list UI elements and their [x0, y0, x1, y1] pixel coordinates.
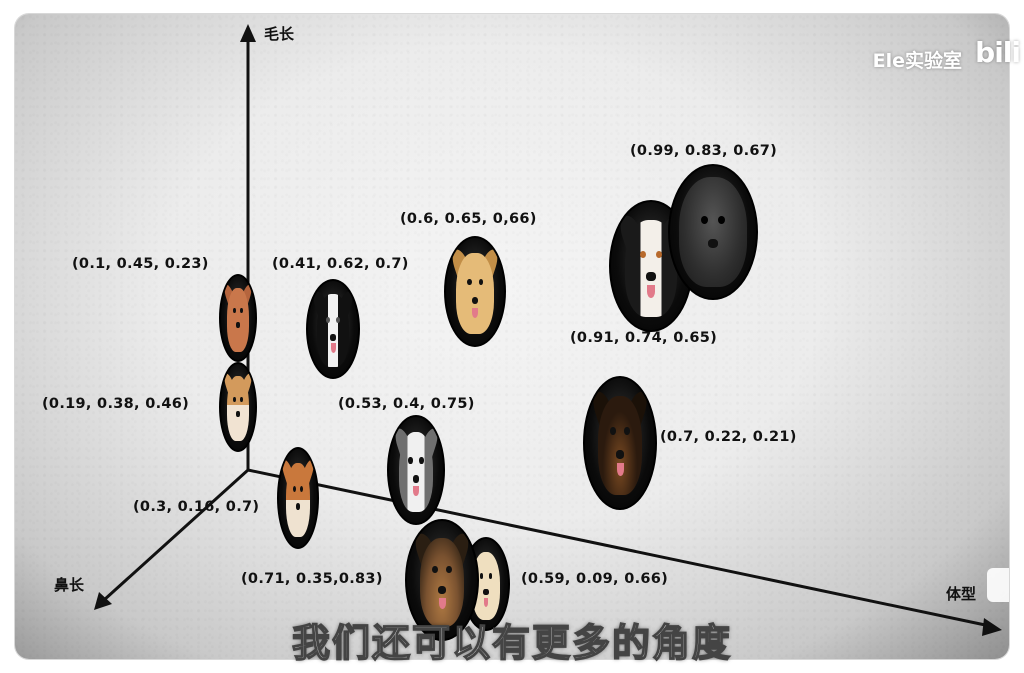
husky-icon: [387, 415, 445, 525]
border-collie-icon: [306, 279, 360, 379]
shiba-inu-icon: [277, 447, 319, 549]
side-panel-tab-icon[interactable]: [987, 568, 1009, 602]
dog-coordinate-label: (0.71, 0.35,0.83): [241, 571, 383, 587]
depth-axis-label: 鼻长: [54, 576, 85, 594]
dog-coordinate-label: (0.3, 0.16, 0.7): [133, 499, 260, 515]
dog-coordinate-label: (0.99, 0.83, 0.67): [630, 143, 778, 159]
dog-coordinate-label: (0.59, 0.09, 0.66): [521, 571, 669, 587]
golden-retriever-icon: [444, 236, 506, 347]
poodle-icon: [219, 274, 257, 362]
dog-coordinate-label: (0.7, 0.22, 0.21): [660, 429, 797, 445]
vertical-axis-label: 毛长: [264, 25, 295, 43]
horizontal-axis-label: 体型: [946, 585, 977, 603]
tibetan-mastiff-icon: [668, 164, 758, 300]
german-shepherd-icon: [405, 519, 479, 641]
dog-coordinate-label: (0.6, 0.65, 0,66): [400, 211, 537, 227]
bilibili-logo: bili: [975, 36, 1021, 69]
dog-coordinate-label: (0.41, 0.62, 0.7): [272, 256, 409, 272]
horizontal-axis-line: [247, 468, 991, 628]
dog-coordinate-label: (0.91, 0.74, 0.65): [570, 330, 718, 346]
vertical-axis-arrow: [240, 24, 256, 42]
dog-coordinate-label: (0.53, 0.4, 0.75): [338, 396, 475, 412]
paper-texture: [15, 14, 1009, 659]
depth-axis-arrow: [94, 592, 112, 610]
channel-watermark: Ele实验室: [872, 50, 962, 72]
corgi-icon: [219, 362, 257, 452]
dog-coordinate-label: (0.19, 0.38, 0.46): [42, 396, 190, 412]
video-subtitle: 我们还可以有更多的角度: [291, 620, 732, 666]
horizontal-axis-arrow: [982, 618, 1002, 636]
dog-coordinate-label: (0.1, 0.45, 0.23): [72, 256, 209, 272]
rottweiler-icon: [583, 376, 657, 510]
depth-axis-line: [102, 468, 250, 602]
video-frame: [15, 14, 1009, 659]
